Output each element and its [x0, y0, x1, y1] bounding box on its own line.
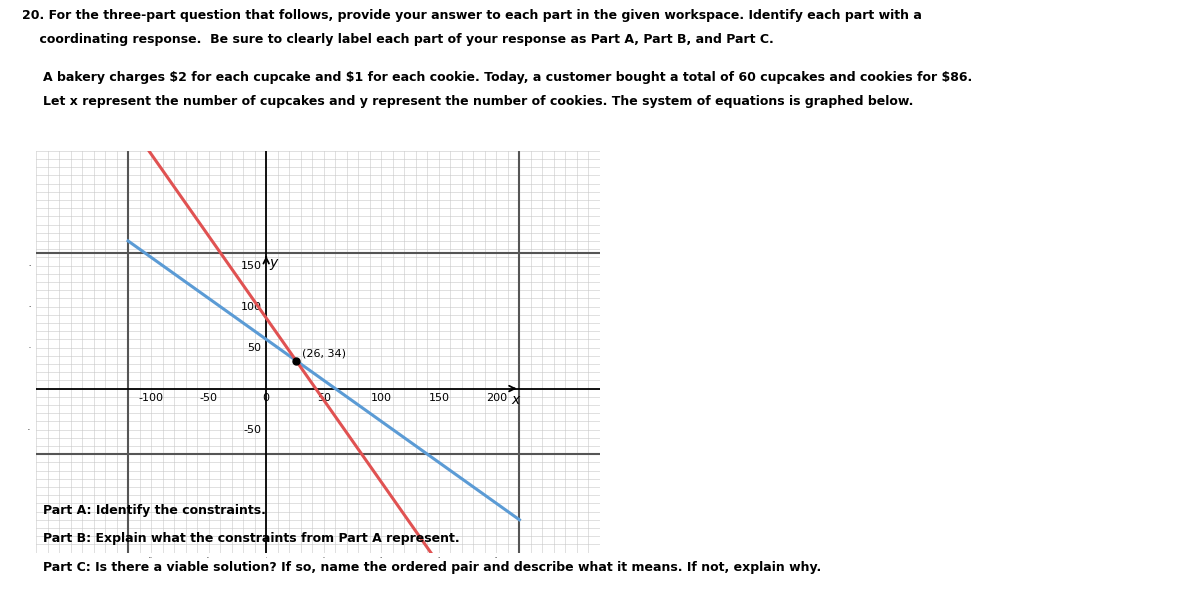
Text: A bakery charges $2 for each cupcake and $1 for each cookie. Today, a customer b: A bakery charges $2 for each cupcake and… [43, 71, 972, 84]
Text: -50: -50 [199, 392, 217, 402]
Text: -50: -50 [244, 424, 262, 434]
Text: Part C: Is there a viable solution? If so, name the ordered pair and describe wh: Part C: Is there a viable solution? If s… [43, 561, 822, 574]
Text: x: x [512, 394, 520, 407]
Text: coordinating response.  Be sure to clearly label each part of your response as P: coordinating response. Be sure to clearl… [22, 33, 773, 46]
Text: Let x represent the number of cupcakes and y represent the number of cookies. Th: Let x represent the number of cupcakes a… [43, 95, 913, 108]
Text: 100: 100 [241, 301, 262, 311]
Text: 50: 50 [247, 343, 262, 353]
Text: Part B: Explain what the constraints from Part A represent.: Part B: Explain what the constraints fro… [43, 532, 460, 545]
Text: Part A: Identify the constraints.: Part A: Identify the constraints. [43, 504, 266, 517]
Text: 0: 0 [263, 392, 270, 402]
Text: 50: 50 [317, 392, 331, 402]
Text: -100: -100 [139, 392, 163, 402]
Text: 100: 100 [371, 392, 392, 402]
Text: 200: 200 [486, 392, 506, 402]
Text: 150: 150 [241, 261, 262, 271]
Text: (26, 34): (26, 34) [302, 348, 346, 358]
Text: 20. For the three-part question that follows, provide your answer to each part i: 20. For the three-part question that fol… [22, 9, 922, 22]
Text: y: y [270, 256, 278, 269]
Text: 150: 150 [428, 392, 449, 402]
